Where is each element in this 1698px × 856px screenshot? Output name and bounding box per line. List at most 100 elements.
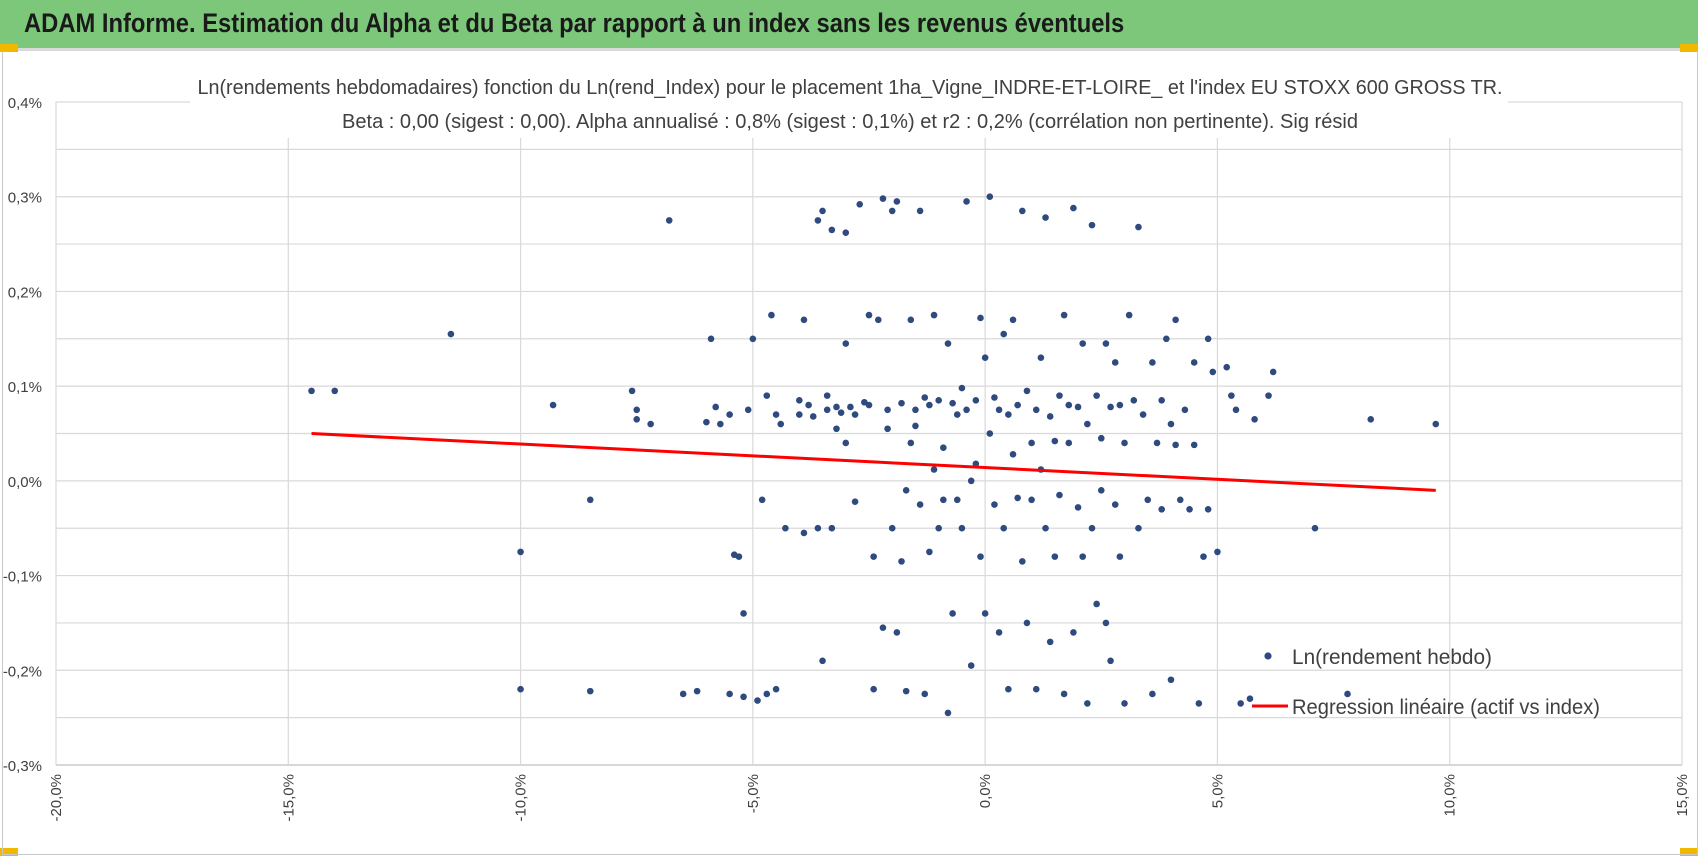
- x-tick-label: -10,0%: [513, 774, 530, 822]
- data-point: [814, 217, 822, 224]
- data-point: [1121, 439, 1128, 447]
- data-point: [1042, 524, 1049, 532]
- data-point: [1251, 415, 1258, 423]
- data-point: [703, 418, 710, 426]
- data-point: [1032, 685, 1040, 693]
- y-tick-label: -0,3%: [3, 758, 42, 775]
- data-point: [1084, 420, 1091, 428]
- legend-label-regression: Regression linéaire (actif vs index): [1292, 696, 1600, 719]
- data-point: [912, 422, 919, 430]
- data-point: [1097, 487, 1105, 494]
- data-point: [1097, 434, 1105, 442]
- data-point: [930, 311, 938, 319]
- data-point: [874, 316, 882, 324]
- data-point: [879, 624, 887, 631]
- data-point: [308, 387, 315, 395]
- data-point: [902, 487, 910, 494]
- x-tick-label: 10,0%: [1442, 774, 1459, 817]
- data-point: [949, 610, 956, 617]
- data-point: [1246, 695, 1254, 702]
- data-point: [870, 685, 877, 693]
- data-point: [1065, 439, 1073, 447]
- data-point: [1005, 411, 1012, 418]
- regression-line-group: [311, 432, 1436, 492]
- data-point: [517, 548, 524, 556]
- data-point: [1121, 700, 1128, 707]
- data-point: [1130, 397, 1138, 404]
- data-point: [893, 198, 901, 205]
- data-point: [1093, 600, 1100, 608]
- data-point: [1056, 491, 1063, 499]
- data-point: [898, 399, 905, 407]
- data-point: [1181, 406, 1189, 414]
- data-point: [1056, 392, 1063, 399]
- data-point: [842, 439, 850, 447]
- data-point: [1232, 406, 1240, 414]
- legend-label-scatter: Ln(rendement hebdo): [1292, 646, 1492, 669]
- data-point: [1037, 354, 1045, 362]
- data-point: [851, 498, 859, 505]
- data-point: [986, 430, 994, 437]
- data-point: [517, 685, 524, 693]
- data-point: [809, 413, 817, 420]
- data-point: [981, 354, 989, 362]
- data-point: [1070, 629, 1077, 636]
- data-point: [1074, 403, 1082, 411]
- x-tick-label: 0,0%: [977, 774, 994, 808]
- data-point: [963, 198, 970, 205]
- data-point: [921, 394, 929, 401]
- data-point: [754, 697, 761, 704]
- data-point: [828, 226, 836, 234]
- data-point: [1019, 558, 1026, 565]
- data-point: [763, 690, 771, 698]
- x-tick-label: 5,0%: [1209, 774, 1226, 808]
- data-point: [740, 610, 747, 617]
- data-point: [828, 524, 836, 532]
- data-point: [717, 420, 724, 428]
- data-point: [958, 384, 966, 392]
- x-axis-tick-labels: -20,0% -15,0% -10,0% -5,0% 0,0% 5,0% 10,0% 15,0…: [48, 774, 1691, 822]
- data-point: [819, 657, 826, 665]
- data-point: [1060, 690, 1068, 698]
- data-point: [1269, 368, 1277, 376]
- data-point: [1009, 316, 1017, 324]
- data-point: [693, 687, 701, 695]
- data-point: [953, 496, 961, 504]
- data-point: [1107, 657, 1114, 665]
- chart-subtitle: Beta : 0,00 (sigest : 0,00). Alpha annua…: [342, 111, 1358, 133]
- data-point: [1190, 359, 1198, 366]
- data-point: [1046, 638, 1054, 646]
- data-point: [930, 466, 938, 473]
- data-point: [679, 690, 687, 698]
- corner-marker-top-right: [1680, 44, 1698, 52]
- data-point: [884, 406, 891, 414]
- data-point: [819, 207, 826, 215]
- data-point: [1102, 340, 1110, 347]
- data-point: [1214, 548, 1221, 556]
- data-point: [921, 690, 929, 698]
- data-point: [1144, 496, 1152, 504]
- data-point: [1111, 501, 1119, 508]
- data-point: [586, 687, 594, 695]
- data-point: [833, 403, 840, 411]
- data-point: [944, 709, 952, 717]
- data-point: [1139, 411, 1147, 418]
- data-point: [949, 399, 956, 407]
- x-tick-label: -5,0%: [745, 774, 762, 813]
- data-point: [893, 629, 901, 636]
- data-point: [772, 685, 780, 693]
- data-point: [1000, 330, 1008, 338]
- data-point: [1023, 387, 1031, 395]
- data-point: [749, 335, 757, 343]
- data-point: [986, 193, 994, 201]
- data-point: [1046, 413, 1054, 420]
- legend-marker-scatter: [1264, 652, 1272, 660]
- data-point: [916, 207, 924, 215]
- data-point: [1111, 359, 1119, 366]
- data-point: [1116, 401, 1124, 409]
- data-point: [1176, 496, 1184, 504]
- data-point: [1088, 524, 1096, 532]
- data-point: [1079, 340, 1087, 347]
- data-point: [944, 340, 952, 347]
